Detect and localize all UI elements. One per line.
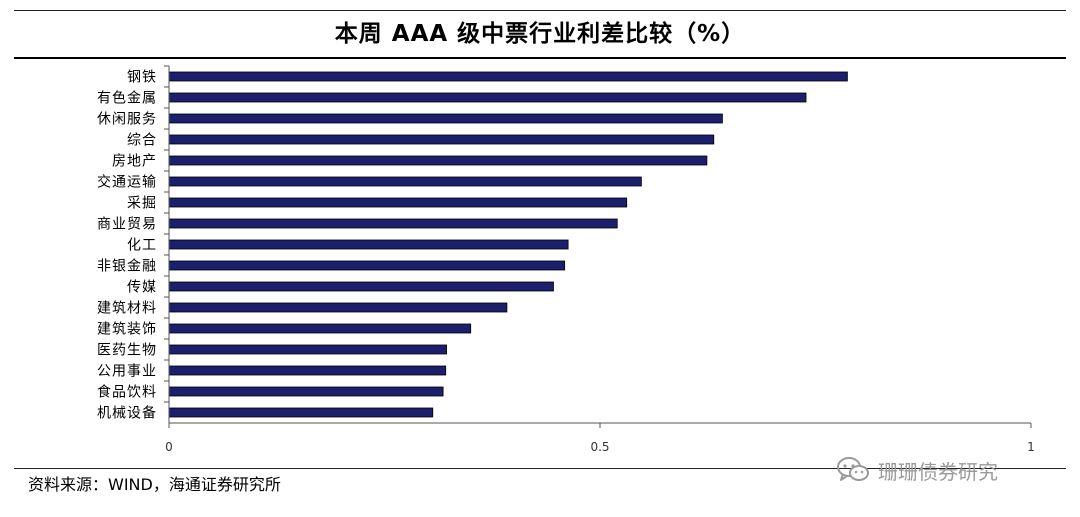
category-label: 采掘	[127, 196, 157, 212]
chart-title: 本周 AAA 级中票行业利差比较（%）	[334, 21, 746, 47]
bar-10	[168, 260, 566, 271]
bar-14	[168, 344, 447, 355]
category-label: 综合	[127, 133, 157, 149]
top-rule	[14, 10, 1066, 11]
watermark-text: 珊珊债券研究	[878, 459, 998, 484]
category-label: 休闲服务	[97, 112, 157, 128]
category-label: 有色金属	[97, 90, 157, 107]
bar-12	[168, 302, 508, 313]
category-label: 传媒	[127, 280, 157, 296]
bar-3	[168, 113, 723, 124]
bar-6	[168, 176, 642, 187]
bar-7	[168, 197, 628, 208]
watermark: 珊珊债券研究	[836, 454, 998, 486]
bar-9	[168, 239, 569, 250]
category-label: 钢铁	[127, 70, 157, 86]
category-label: 机械设备	[97, 405, 157, 422]
category-label: 建筑装饰	[97, 322, 157, 338]
bar-16	[168, 386, 444, 397]
x-tick-label: 1	[1027, 440, 1035, 454]
bottom-rule	[14, 468, 1066, 469]
wechat-icon	[837, 457, 869, 481]
bar-17	[168, 407, 434, 418]
category-label: 房地产	[112, 154, 157, 170]
x-tick-label: 0	[165, 440, 173, 454]
bar-2	[168, 92, 807, 103]
category-label: 交通运输	[97, 174, 157, 191]
bar-11	[168, 281, 554, 292]
bar-13	[168, 323, 472, 334]
x-tick-label: 0.5	[590, 440, 609, 454]
axes-layer: 钢铁有色金属休闲服务综合房地产交通运输采掘商业贸易化工非银金融传媒建筑材料建筑装…	[97, 65, 1035, 454]
category-label: 非银金融	[97, 259, 157, 275]
category-label: 商业贸易	[97, 217, 157, 233]
category-label: 公用事业	[97, 364, 157, 380]
source-note: 资料来源：WIND，海通证券研究所	[28, 475, 281, 494]
category-label: 医药生物	[97, 343, 157, 359]
category-label: 食品饮料	[97, 384, 157, 401]
bar-1	[168, 71, 848, 82]
bar-5	[168, 155, 708, 166]
title-rule	[14, 57, 1066, 59]
category-label: 建筑材料	[97, 301, 157, 317]
bar-8	[168, 218, 618, 229]
bar-4	[168, 134, 715, 145]
bars-layer	[168, 71, 848, 418]
category-label: 化工	[127, 238, 157, 254]
bar-15	[168, 365, 447, 376]
